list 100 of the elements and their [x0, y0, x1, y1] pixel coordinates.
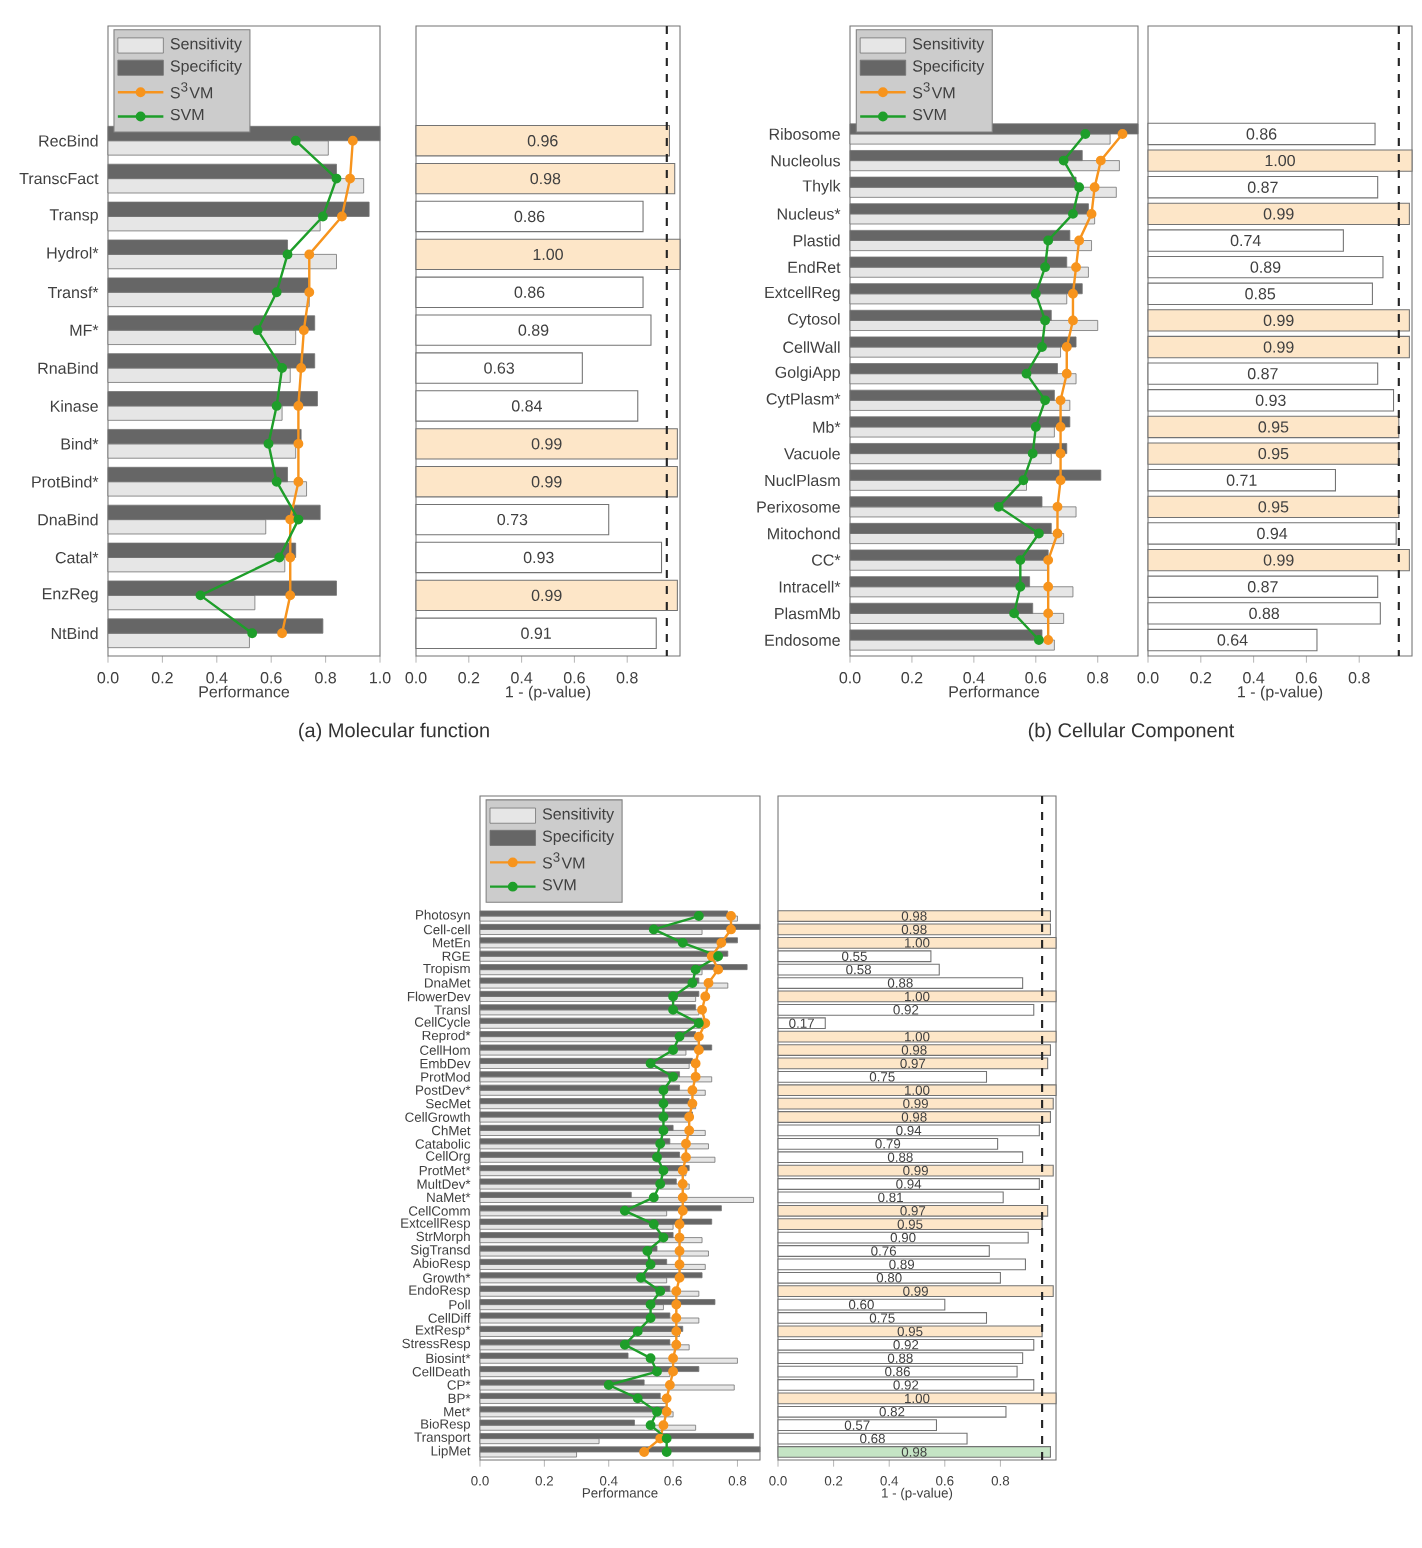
y-tick-label: CC*: [812, 554, 841, 566]
x-tick-label: 0.0: [97, 672, 119, 684]
y-tick-label: PlasmMb: [775, 607, 840, 620]
point: [271, 401, 282, 411]
data-label: 0.74: [1230, 234, 1261, 247]
point: [668, 1004, 679, 1015]
data-label: 0.99: [1263, 208, 1294, 220]
legend-label: SVM: [170, 108, 204, 121]
point: [693, 1045, 704, 1055]
point: [298, 325, 309, 336]
point: [645, 1299, 656, 1310]
y-tick-label: Nucleus*: [777, 207, 841, 220]
point: [661, 1433, 672, 1444]
point: [293, 476, 304, 487]
point: [658, 1420, 669, 1431]
y-tick-label: Nucleolus: [771, 154, 841, 167]
point: [1033, 635, 1044, 645]
x-tick-label: 0.2: [1190, 672, 1212, 684]
point: [1040, 395, 1051, 406]
point: [1021, 368, 1032, 379]
x-tick-label: 0.0: [1137, 672, 1159, 684]
point: [290, 135, 301, 146]
point: [263, 438, 274, 449]
y-tick-label: Transp: [49, 209, 98, 224]
legend-label: S$^{3}$VM: [542, 852, 585, 869]
point: [668, 991, 679, 1002]
point: [684, 1125, 695, 1136]
point: [1043, 608, 1054, 619]
point: [690, 1058, 701, 1069]
point: [331, 173, 342, 184]
data-label: 0.89: [518, 324, 549, 336]
point: [690, 964, 701, 975]
point: [677, 1179, 688, 1189]
y-tick-label: Endosome: [765, 634, 840, 646]
point: [703, 978, 714, 988]
point: [658, 1232, 669, 1243]
point: [1071, 262, 1081, 273]
point: [645, 1353, 656, 1364]
point: [1043, 235, 1054, 246]
x-tick-label: 0.6: [563, 672, 585, 684]
point: [697, 1004, 707, 1015]
point: [658, 1125, 669, 1136]
point: [619, 1205, 630, 1216]
data-label: 0.94: [1257, 527, 1288, 540]
point: [304, 287, 315, 298]
point: [277, 628, 288, 639]
point: [674, 1246, 685, 1256]
data-label: 0.93: [523, 551, 554, 564]
point: [619, 1339, 630, 1350]
point: [1030, 422, 1041, 432]
point: [304, 249, 315, 260]
y-tick-label: RnaBind: [38, 362, 98, 374]
point: [671, 1286, 682, 1297]
data-label: 0.95: [1258, 421, 1289, 433]
data-label: 0.91: [521, 627, 551, 639]
point: [296, 363, 307, 373]
y-tick-label: RecBind: [39, 134, 98, 147]
point: [195, 590, 206, 601]
point: [632, 1393, 643, 1404]
y-tick-label: Intracell*: [779, 580, 841, 593]
x-axis-title: Performance: [949, 685, 1040, 698]
point: [1117, 129, 1128, 139]
legend-label: Specificity: [542, 830, 615, 846]
legend-label: Specificity: [170, 59, 242, 75]
point: [693, 1031, 704, 1042]
data-label: 0.89: [1250, 261, 1281, 273]
point: [668, 1366, 679, 1377]
y-tick-label: Thylk: [802, 179, 841, 195]
point: [687, 978, 698, 988]
text: (a) Molecular function: [299, 722, 489, 742]
point: [1018, 475, 1029, 486]
point: [247, 628, 258, 639]
point: [671, 1299, 682, 1310]
point: [285, 552, 296, 563]
point: [726, 924, 736, 935]
point: [684, 1112, 695, 1122]
y-tick-label: Catal*: [55, 551, 99, 564]
point: [1055, 475, 1066, 486]
point: [277, 363, 288, 373]
data-label: 0.99: [1263, 314, 1294, 327]
legend-label: SVM: [542, 879, 576, 891]
point: [655, 1138, 666, 1149]
data-label: 0.87: [1247, 181, 1278, 193]
point: [668, 1045, 679, 1055]
data-label: 0.95: [1258, 447, 1289, 460]
x-tick-label: 0.8: [1348, 672, 1370, 684]
point: [690, 1071, 701, 1082]
legend-label: Sensitivity: [542, 807, 615, 823]
point: [293, 438, 304, 449]
data-label: 0.86: [514, 286, 545, 298]
legend-label: Sensitivity: [170, 37, 242, 53]
legend-label: Specificity: [912, 59, 985, 75]
data-label: 0.86: [1246, 128, 1277, 140]
point: [1040, 315, 1051, 326]
point: [1068, 208, 1078, 219]
x-tick-label: 0.2: [458, 672, 480, 684]
point: [645, 1259, 656, 1270]
point: [661, 1406, 672, 1417]
y-tick-label: EndRet: [788, 261, 841, 274]
point: [1055, 448, 1066, 459]
